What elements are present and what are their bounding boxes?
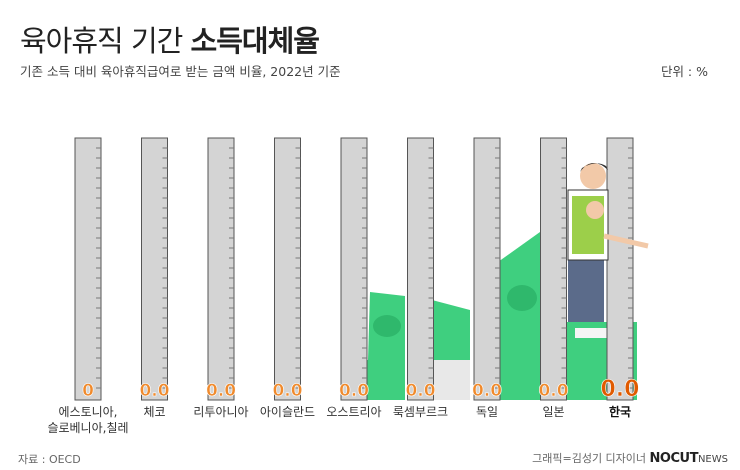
parent-illustration bbox=[567, 162, 649, 322]
value-label-5: 0.0 bbox=[405, 381, 435, 401]
x-tick-label-4: 오스트리아 bbox=[326, 405, 382, 419]
x-tick-label-7: 일본 bbox=[542, 405, 565, 419]
value-label-1: 0.0 bbox=[139, 381, 169, 401]
title-bold: 소득대체율 bbox=[190, 24, 320, 58]
bar-track-8 bbox=[606, 137, 634, 401]
value-label-7: 0.0 bbox=[538, 381, 568, 401]
bar-track-1 bbox=[141, 137, 168, 401]
value-label-2: 0.0 bbox=[206, 381, 236, 401]
chart-subtitle: 기존 소득 대비 육아휴직급여로 받는 금액 비율, 2022년 기준 bbox=[20, 64, 341, 79]
value-label-4: 0.0 bbox=[339, 381, 369, 401]
bar-track-4 bbox=[340, 137, 368, 401]
value-label-3: 0.0 bbox=[272, 381, 302, 401]
x-tick-label-2: 리투아니아 bbox=[193, 405, 249, 419]
value-label-0: 0 bbox=[82, 381, 94, 401]
x-tick-label-3: 아이슬란드 bbox=[259, 405, 316, 419]
x-tick-label-5: 룩셈부르크 bbox=[392, 405, 449, 419]
x-tick-label-1: 체코 bbox=[143, 405, 166, 419]
money-illustration bbox=[367, 232, 637, 400]
unit-label: 단위 : % bbox=[660, 64, 708, 79]
source-note: 자료 : OECD bbox=[18, 453, 81, 466]
nocut-logo: NOCUT bbox=[649, 451, 699, 466]
chart-title: 육아휴직 기간 소득대체율 bbox=[20, 18, 320, 60]
value-label-6: 0.0 bbox=[472, 381, 502, 401]
value-label-8: 0.0 bbox=[601, 377, 640, 402]
title-regular: 육아휴직 기간 bbox=[20, 24, 183, 58]
x-tick-label-0: 에스토니아, 슬로베니아,칠레 bbox=[47, 405, 129, 435]
bar-track-3 bbox=[274, 137, 301, 401]
bar-track-5 bbox=[407, 137, 434, 401]
bar-track-7 bbox=[540, 137, 567, 401]
bar-track-0 bbox=[74, 137, 102, 401]
credit-note: 그래픽=김성기 디자이너 NOCUTNEWS bbox=[532, 450, 728, 466]
credit-prefix: 그래픽=김성기 디자이너 bbox=[532, 452, 647, 465]
bar-track-6 bbox=[473, 137, 501, 401]
nocut-logo-suffix: NEWS bbox=[697, 454, 728, 465]
bar-track-2 bbox=[207, 137, 235, 401]
x-tick-label-6: 독일 bbox=[475, 405, 499, 419]
x-tick-label-8: 한국 bbox=[608, 405, 632, 419]
